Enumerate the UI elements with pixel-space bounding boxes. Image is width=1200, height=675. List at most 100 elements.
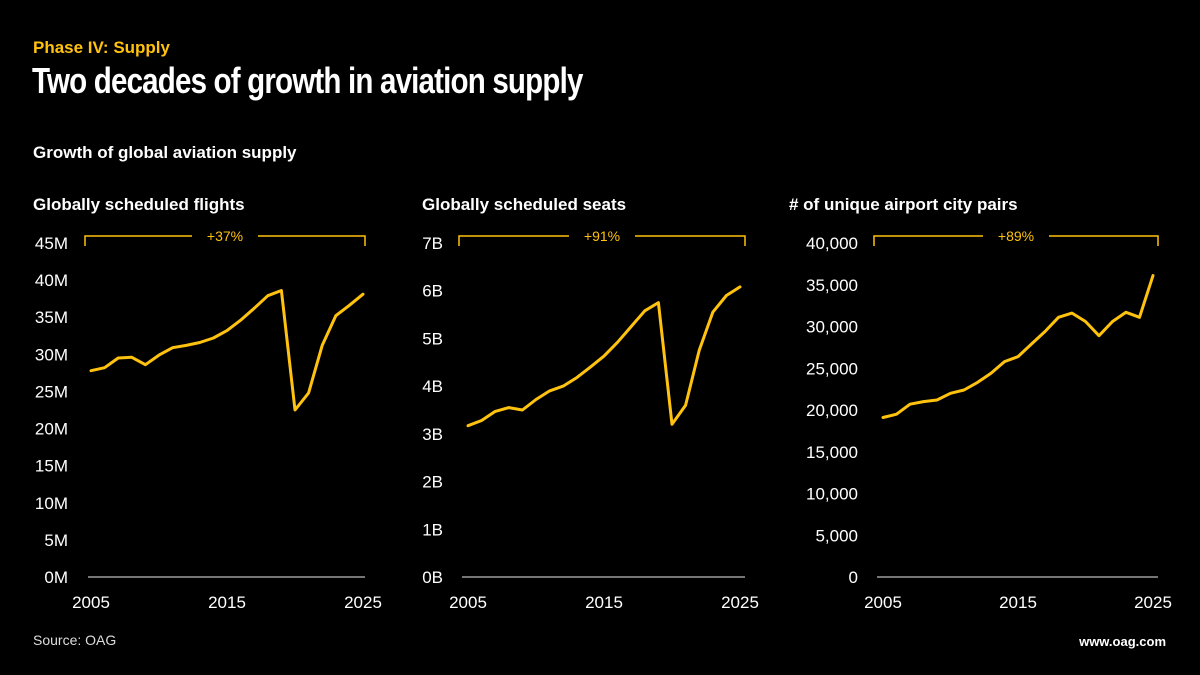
data-point	[711, 310, 714, 314]
data-point	[602, 354, 606, 358]
data-point	[562, 384, 565, 388]
y-tick-label: 20,000	[806, 401, 858, 420]
section-kicker: Phase IV: Supply	[33, 38, 170, 57]
y-tick-label: 15M	[35, 457, 68, 476]
data-point	[935, 398, 939, 402]
data-point	[922, 400, 925, 403]
page-title: Two decades of growth in aviation supply	[32, 60, 583, 101]
data-point	[198, 341, 201, 344]
growth-annotation: +89%	[998, 228, 1034, 244]
series-line	[881, 274, 1155, 419]
data-point	[334, 314, 337, 317]
x-tick-label: 2015	[585, 593, 623, 612]
growth-bracket	[873, 235, 1159, 246]
data-point	[589, 365, 592, 369]
growth-annotation: +91%	[584, 228, 620, 244]
y-tick-label: 20M	[35, 420, 68, 439]
y-tick-label: 30,000	[806, 318, 858, 337]
data-point	[348, 304, 351, 307]
data-point	[1138, 316, 1141, 319]
y-tick-label: 45M	[35, 234, 68, 253]
data-point	[361, 293, 365, 296]
y-tick-label: 3B	[422, 425, 443, 444]
data-point	[144, 363, 147, 366]
data-point	[89, 369, 93, 372]
y-tick-label: 6B	[422, 282, 443, 301]
y-tick-label: 35M	[35, 308, 68, 327]
data-point	[494, 410, 497, 413]
data-point	[908, 402, 912, 406]
x-tick-label: 2005	[864, 593, 902, 612]
y-tick-label: 25M	[35, 382, 68, 401]
data-point	[225, 329, 229, 332]
y-tick-label: 30M	[35, 345, 68, 364]
data-point	[1151, 274, 1155, 277]
data-point	[1016, 355, 1020, 358]
data-point	[630, 325, 633, 328]
data-point	[157, 353, 161, 357]
data-point	[253, 307, 256, 310]
data-point	[1124, 311, 1128, 314]
data-point	[725, 294, 728, 297]
data-point	[1097, 334, 1101, 337]
data-point	[684, 404, 687, 407]
y-tick-label: 25,000	[806, 359, 858, 378]
data-point	[1043, 330, 1047, 333]
data-point	[321, 344, 324, 347]
data-point	[738, 285, 742, 289]
series-line	[89, 289, 365, 412]
y-tick-label: 7B	[422, 234, 443, 253]
x-tick-label: 2005	[449, 593, 487, 612]
data-point	[103, 366, 106, 369]
data-point	[1030, 342, 1033, 346]
data-point	[1003, 360, 1006, 363]
chart-title-city-pairs: # of unique airport city pairs	[789, 195, 1018, 214]
x-tick-label: 2025	[344, 593, 382, 612]
y-tick-label: 15,000	[806, 443, 858, 462]
chart-title-seats: Globally scheduled seats	[422, 195, 627, 214]
data-point	[130, 356, 133, 359]
x-tick-label: 2005	[72, 593, 110, 612]
y-tick-label: 0B	[422, 568, 443, 587]
data-point	[212, 336, 215, 340]
website-url: www.oag.com	[1079, 634, 1166, 649]
data-point	[698, 349, 701, 352]
growth-bracket	[458, 235, 746, 246]
data-point	[117, 356, 120, 360]
y-tick-label: 0	[849, 568, 858, 587]
y-tick-label: 10M	[35, 494, 68, 513]
source-note: Source: OAG	[33, 632, 117, 648]
data-point	[670, 423, 674, 426]
data-point	[895, 412, 898, 416]
data-point	[521, 408, 524, 412]
data-point	[1070, 311, 1074, 315]
data-point	[466, 424, 470, 427]
data-point	[643, 309, 646, 312]
data-point	[507, 406, 510, 409]
data-point	[307, 391, 310, 395]
x-tick-label: 2025	[1134, 593, 1172, 612]
data-point	[1057, 316, 1060, 319]
data-point	[657, 301, 660, 304]
data-point	[239, 318, 242, 322]
data-point	[881, 416, 885, 419]
data-point	[616, 341, 619, 344]
y-tick-label: 10,000	[806, 485, 858, 504]
growth-annotation: +37%	[207, 228, 243, 244]
data-point	[266, 294, 269, 297]
data-point	[534, 398, 538, 401]
y-tick-label: 2B	[422, 473, 443, 492]
data-point	[976, 381, 979, 384]
y-tick-label: 1B	[422, 520, 443, 539]
growth-bracket	[84, 235, 366, 246]
data-point	[171, 346, 174, 349]
data-point	[949, 392, 952, 395]
y-tick-label: 0M	[44, 568, 68, 587]
data-point	[989, 372, 993, 375]
data-point	[480, 419, 483, 422]
y-tick-label: 5B	[422, 329, 443, 348]
y-tick-label: 4B	[422, 377, 443, 396]
chart-title-flights: Globally scheduled flights	[33, 195, 245, 214]
data-point	[1084, 320, 1087, 323]
